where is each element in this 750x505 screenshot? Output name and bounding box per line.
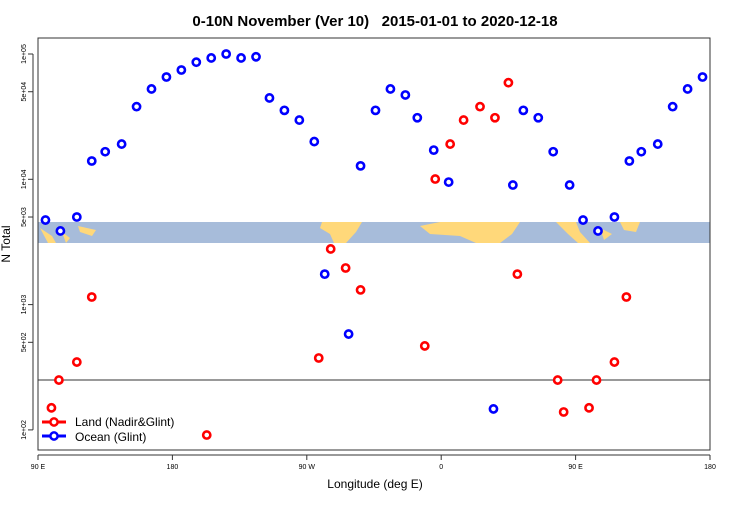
land-point	[340, 263, 351, 273]
land-point	[325, 244, 336, 254]
ocean-point	[146, 84, 157, 94]
chart-title: 0-10N November (Ver 10) 2015-01-01 to 20…	[192, 13, 557, 30]
ocean-point	[385, 84, 396, 94]
ocean-point	[71, 212, 82, 222]
ocean-point	[667, 101, 678, 112]
x-tick-label: 90 E	[568, 464, 583, 471]
ocean-point	[294, 115, 305, 125]
ocean-point	[682, 84, 693, 94]
land-point	[430, 174, 441, 184]
ocean-point	[518, 105, 529, 116]
legend-land-marker	[49, 417, 59, 427]
ocean-point	[319, 269, 330, 280]
ocean-point	[548, 146, 559, 157]
ocean-point	[40, 215, 51, 225]
ocean-point	[191, 57, 202, 68]
ocean-point	[609, 212, 620, 222]
ocean-point	[507, 180, 518, 190]
x-axis: 90 E 180 90 W 0 90 E 180	[31, 454, 716, 471]
y-axis-label: N Total	[0, 225, 13, 262]
land-point	[458, 115, 469, 125]
legend: Land (Nadir&Glint) Ocean (Glint)	[42, 415, 174, 444]
ocean-point	[251, 51, 261, 62]
land-point	[512, 269, 523, 280]
y-tick-label: 1e+03	[21, 295, 28, 315]
ocean-point	[443, 177, 454, 187]
x-tick-label: 90 W	[299, 464, 316, 471]
y-tick-label: 5e+04	[21, 82, 28, 102]
legend-land-label: Land (Nadir&Glint)	[75, 415, 174, 429]
ocean-point	[264, 93, 275, 103]
x-axis-label: Longitude (deg E)	[327, 477, 422, 491]
ocean-point	[412, 112, 423, 123]
y-axis: 1e+02 5e+02 1e+03 5e+03 1e+04 5e+04 1e+05	[21, 44, 34, 440]
ocean-point	[55, 226, 66, 236]
world-map-band	[38, 222, 710, 243]
ocean-point	[176, 65, 187, 75]
land-point	[552, 375, 563, 385]
legend-ocean-label: Ocean (Glint)	[75, 430, 146, 444]
y-tick-label: 5e+03	[21, 207, 28, 227]
land-point	[419, 341, 430, 351]
ocean-point	[624, 156, 635, 166]
plot-frame	[37, 37, 711, 451]
ocean-point	[578, 215, 588, 225]
land-point	[201, 430, 212, 440]
ocean-point	[428, 145, 439, 156]
ocean-point	[161, 72, 172, 82]
y-tick-label: 5e+02	[21, 332, 28, 352]
ocean-point	[206, 53, 217, 63]
land-point	[503, 77, 514, 88]
land-point	[490, 112, 500, 123]
land-point	[591, 375, 602, 385]
ocean-point	[593, 226, 603, 236]
land-point	[54, 375, 64, 385]
ocean-point	[131, 101, 142, 112]
ocean-point	[279, 105, 290, 116]
land-point	[558, 407, 569, 417]
ocean-point	[652, 139, 663, 149]
ocean-point	[116, 139, 127, 149]
land-point	[584, 402, 594, 413]
ocean-point	[343, 329, 354, 339]
legend-ocean-marker	[49, 431, 59, 441]
land-point	[475, 101, 485, 112]
land-point	[355, 285, 366, 295]
land-point	[313, 353, 324, 363]
ocean-point	[533, 112, 544, 123]
x-tick-label: 90 E	[31, 464, 46, 471]
ocean-point	[564, 180, 575, 190]
ocean-point	[636, 146, 647, 157]
land-point	[609, 357, 620, 367]
data-points	[40, 49, 708, 440]
ocean-point	[236, 53, 246, 63]
x-tick-label: 0	[439, 464, 443, 471]
y-tick-label: 1e+05	[21, 44, 28, 64]
land-point	[71, 357, 82, 367]
land-point	[46, 402, 57, 413]
y-tick-label: 1e+04	[21, 169, 28, 189]
land-point	[445, 139, 456, 149]
ocean-point	[697, 72, 708, 82]
land-point	[621, 292, 632, 302]
ocean-point	[100, 146, 111, 157]
ocean-point	[400, 90, 411, 100]
ocean-point	[355, 160, 366, 171]
ocean-point	[488, 404, 499, 414]
x-tick-label: 180	[704, 464, 716, 471]
ocean-point	[309, 136, 320, 147]
ocean-point	[221, 49, 232, 59]
y-tick-label: 1e+02	[21, 420, 28, 440]
ocean-point	[86, 156, 97, 166]
land-point	[86, 292, 97, 302]
ocean-point	[370, 105, 381, 116]
x-tick-label: 180	[167, 464, 179, 471]
